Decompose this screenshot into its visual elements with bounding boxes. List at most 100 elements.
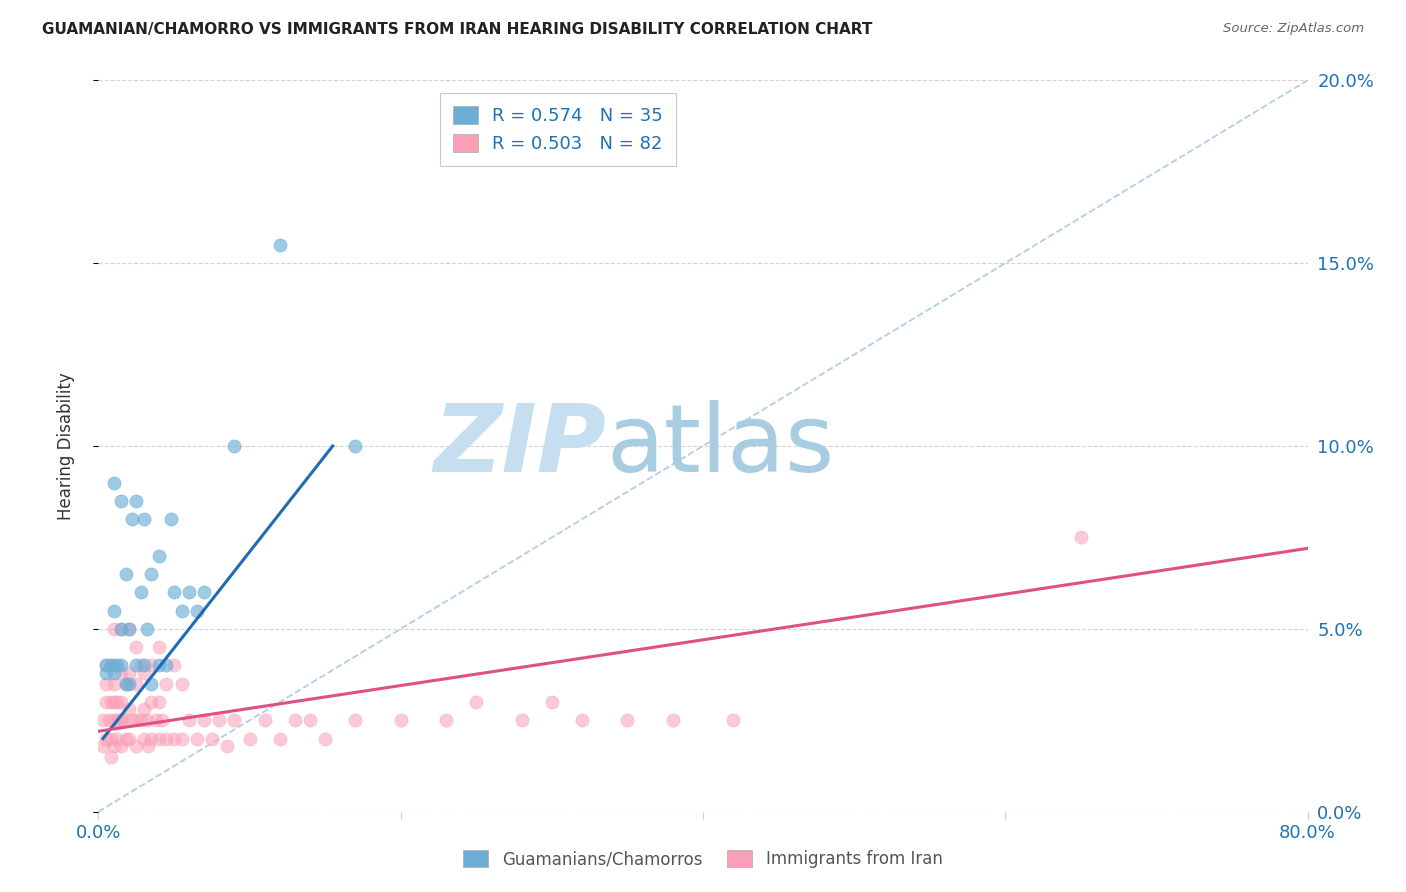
Point — [132, 702, 155, 716]
Point — [344, 714, 367, 728]
Point — [148, 658, 170, 673]
Point — [150, 714, 173, 728]
Point — [571, 714, 593, 728]
Point — [94, 658, 117, 673]
Point — [269, 238, 291, 252]
Point — [118, 676, 141, 690]
Point — [170, 603, 193, 617]
Point — [103, 714, 125, 728]
Point — [141, 658, 163, 673]
Point — [141, 695, 163, 709]
Point — [148, 695, 170, 709]
Point — [465, 695, 488, 709]
Point — [125, 640, 148, 655]
Point — [616, 714, 638, 728]
Point — [110, 695, 132, 709]
Point — [224, 714, 246, 728]
Point — [170, 676, 193, 690]
Point — [201, 731, 224, 746]
Point — [118, 731, 141, 746]
Point — [163, 731, 186, 746]
Point — [91, 714, 114, 728]
Point — [114, 731, 136, 746]
Point — [125, 493, 148, 508]
Text: Source: ZipAtlas.com: Source: ZipAtlas.com — [1223, 22, 1364, 36]
Point — [193, 585, 215, 599]
Point — [129, 585, 152, 599]
Point — [155, 731, 177, 746]
Point — [179, 585, 201, 599]
Point — [662, 714, 685, 728]
Point — [129, 714, 152, 728]
Point — [284, 714, 307, 728]
Point — [135, 622, 157, 636]
Point — [510, 714, 533, 728]
Point — [540, 695, 562, 709]
Point — [98, 714, 121, 728]
Point — [179, 714, 201, 728]
Point — [114, 676, 136, 690]
Point — [107, 714, 129, 728]
Point — [129, 658, 152, 673]
Point — [193, 714, 215, 728]
Text: ZIP: ZIP — [433, 400, 606, 492]
Point — [141, 676, 163, 690]
Point — [132, 731, 155, 746]
Legend: Guamanians/Chamorros, Immigrants from Iran: Guamanians/Chamorros, Immigrants from Ir… — [457, 843, 949, 875]
Point — [103, 665, 125, 680]
Point — [105, 731, 128, 746]
Point — [148, 731, 170, 746]
Point — [160, 512, 183, 526]
Point — [125, 676, 148, 690]
Point — [208, 714, 231, 728]
Point — [141, 567, 163, 582]
Point — [125, 658, 148, 673]
Point — [103, 603, 125, 617]
Point — [224, 439, 246, 453]
Point — [163, 585, 186, 599]
Point — [186, 731, 208, 746]
Point — [170, 731, 193, 746]
Point — [103, 658, 125, 673]
Point — [103, 622, 125, 636]
Point — [118, 702, 141, 716]
Point — [103, 475, 125, 490]
Point — [145, 714, 167, 728]
Point — [299, 714, 322, 728]
Point — [132, 665, 155, 680]
Point — [110, 622, 132, 636]
Point — [125, 739, 148, 753]
Point — [94, 658, 117, 673]
Point — [389, 714, 412, 728]
Point — [1070, 530, 1092, 544]
Point — [94, 731, 117, 746]
Point — [100, 658, 122, 673]
Point — [110, 665, 132, 680]
Point — [100, 695, 122, 709]
Point — [105, 658, 128, 673]
Point — [103, 695, 125, 709]
Point — [114, 567, 136, 582]
Point — [111, 714, 134, 728]
Point — [155, 676, 177, 690]
Point — [110, 493, 132, 508]
Point — [155, 658, 177, 673]
Point — [141, 731, 163, 746]
Point — [110, 714, 132, 728]
Point — [269, 731, 291, 746]
Point — [118, 622, 141, 636]
Point — [103, 676, 125, 690]
Point — [91, 739, 114, 753]
Point — [125, 714, 148, 728]
Point — [110, 622, 132, 636]
Point — [314, 731, 336, 746]
Point — [253, 714, 276, 728]
Point — [434, 714, 457, 728]
Point — [103, 739, 125, 753]
Point — [121, 512, 143, 526]
Point — [148, 549, 170, 563]
Point — [118, 622, 141, 636]
Legend: R = 0.574   N = 35, R = 0.503   N = 82: R = 0.574 N = 35, R = 0.503 N = 82 — [440, 93, 676, 166]
Point — [121, 714, 143, 728]
Point — [239, 731, 262, 746]
